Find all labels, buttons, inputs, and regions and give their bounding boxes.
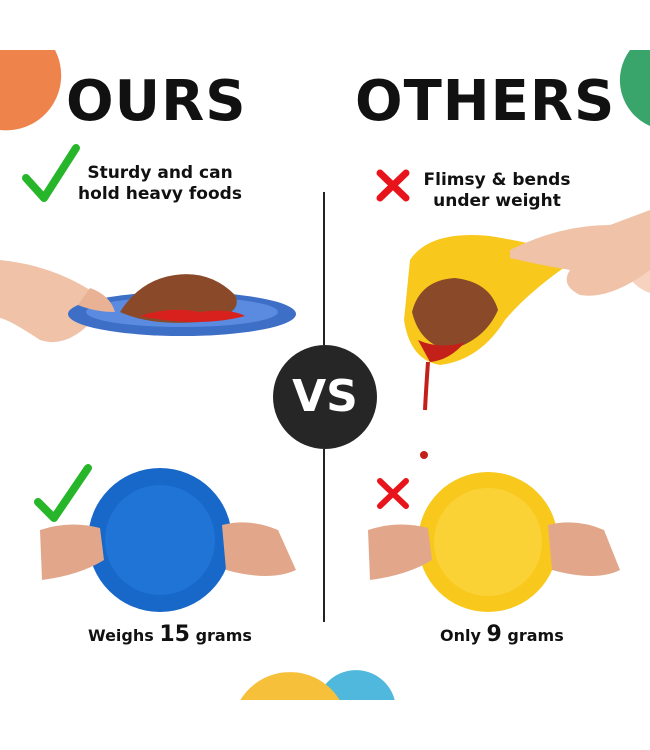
others-plate-image (368, 472, 620, 612)
ours-weight-prefix: Weighs (88, 626, 154, 645)
check-icon (22, 144, 80, 202)
cross-icon (376, 169, 410, 202)
others-feature-text: Flimsy & bends under weight (412, 170, 582, 212)
decor-orange-circle (0, 50, 62, 131)
decor-blue-circle (317, 670, 395, 700)
ours-feature-text: Sturdy and can hold heavy foods (70, 163, 250, 205)
others-weight-suffix: grams (507, 626, 564, 645)
others-weight-prefix: Only (440, 626, 481, 645)
comparison-infographic: OURS OTHERS Sturdy and can hold heavy fo… (0, 50, 650, 700)
ours-heading: OURS (66, 69, 247, 134)
vs-badge: VS (273, 345, 377, 449)
graphics-layer (0, 50, 650, 700)
others-heading: OTHERS (355, 69, 616, 134)
others-weight-value: 9 (486, 622, 502, 647)
ours-plate-image (40, 468, 296, 612)
ours-feature-line2: hold heavy foods (78, 184, 242, 204)
ours-weight-text: Weighs 15 grams (88, 622, 252, 647)
ours-weight-value: 15 (159, 622, 190, 647)
others-weight-text: Only 9 grams (440, 622, 564, 647)
sturdy-plate-with-food-image (0, 260, 296, 343)
flimsy-plate-with-food-image (404, 210, 650, 459)
ours-weight-suffix: grams (195, 626, 252, 645)
decor-yellow-circle (240, 672, 340, 700)
decor-green-circle (619, 50, 650, 126)
ours-feature-line1: Sturdy and can (87, 163, 233, 183)
others-feature-line1: Flimsy & bends (423, 170, 571, 190)
check-icon (34, 464, 92, 522)
others-feature-line2: under weight (433, 191, 561, 211)
cross-icon (377, 478, 409, 509)
